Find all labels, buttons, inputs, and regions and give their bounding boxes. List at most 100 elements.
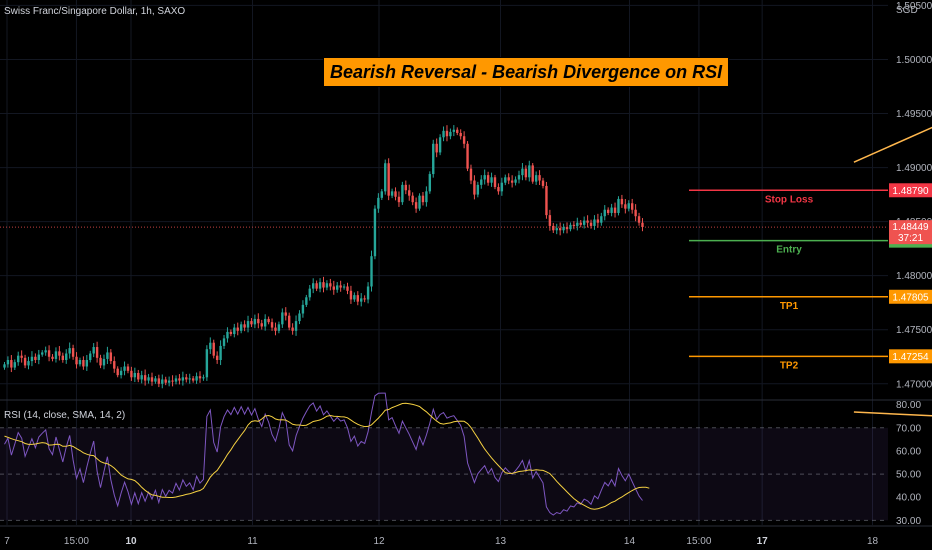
candle <box>133 367 137 383</box>
candle-body <box>534 175 538 182</box>
candle-body <box>215 355 219 360</box>
candle <box>123 361 126 376</box>
candle-body <box>483 175 486 180</box>
candle <box>143 369 147 386</box>
candle <box>3 361 6 370</box>
candle-body <box>71 348 75 357</box>
price-tick-label: 1.49500 <box>896 109 932 120</box>
candle-body <box>634 209 637 217</box>
rsi-axis[interactable]: 80.00 70.00 60.00 50.00 40.00 30.00 <box>896 400 921 527</box>
candle-body <box>469 168 473 181</box>
candle-body <box>408 190 411 196</box>
candle <box>178 374 181 385</box>
candle <box>356 291 359 306</box>
candle <box>569 222 572 232</box>
price-tag <box>889 349 932 364</box>
candle <box>308 284 311 301</box>
candle <box>140 370 143 384</box>
candle <box>137 369 140 383</box>
candle <box>452 125 456 137</box>
candle-body <box>154 378 157 382</box>
candle-body <box>106 352 109 359</box>
candle-body <box>545 185 548 216</box>
candle <box>593 215 596 230</box>
candle-body <box>438 137 442 153</box>
candle-body <box>353 295 356 300</box>
candle <box>147 373 150 384</box>
candle-body <box>6 360 10 365</box>
candle <box>442 126 445 142</box>
candle-body <box>195 376 198 381</box>
candle <box>305 294 308 308</box>
candle-body <box>157 378 161 384</box>
candle <box>116 366 119 378</box>
candle-body <box>233 327 236 335</box>
candle-body <box>298 313 301 322</box>
candle-body <box>336 285 339 290</box>
symbol-title[interactable]: Swiss Franc/Singapore Dollar, 1h, SAXO <box>4 6 185 17</box>
candle-body <box>315 283 318 289</box>
level-label: Entry <box>776 245 802 256</box>
time-tick-label: 15:00 <box>64 536 89 547</box>
candle-body <box>411 195 414 203</box>
candle-body <box>339 285 342 288</box>
candle-body <box>449 131 452 137</box>
candle-body <box>212 342 215 356</box>
candle <box>212 339 215 359</box>
candle-body <box>414 202 418 209</box>
rsi-title[interactable]: RSI (14, close, SMA, 14, 2) <box>4 410 125 421</box>
candle <box>342 284 346 290</box>
candle-body <box>171 380 174 382</box>
price-trendline <box>853 126 932 163</box>
candle-body <box>27 361 30 366</box>
candle <box>565 222 569 234</box>
candle <box>586 215 589 228</box>
rsi-line <box>4 392 643 516</box>
candle-body <box>349 290 353 300</box>
candle <box>507 173 510 185</box>
candle-body <box>95 347 99 358</box>
candle-body <box>85 360 89 367</box>
candle-body <box>613 207 617 213</box>
candle-body <box>222 338 226 346</box>
candle <box>469 164 473 185</box>
candle <box>294 315 298 336</box>
candle-body <box>486 175 490 183</box>
candle-body <box>301 304 305 314</box>
candle-body <box>113 361 116 369</box>
candle-body <box>102 358 106 366</box>
candle <box>47 345 51 362</box>
candle <box>336 282 339 293</box>
candle <box>284 307 287 321</box>
candle-body <box>147 377 150 381</box>
candle <box>428 171 432 194</box>
candle-body <box>480 179 483 185</box>
candle-body <box>593 219 596 226</box>
candle-body <box>384 163 387 192</box>
candle-body <box>267 318 270 323</box>
candle <box>517 170 521 184</box>
candle <box>349 285 353 304</box>
candle <box>534 171 538 185</box>
candle-body <box>202 377 205 379</box>
candle <box>620 194 624 208</box>
candle <box>480 175 483 189</box>
candle <box>524 165 528 181</box>
candle <box>157 374 161 388</box>
candle <box>312 278 315 294</box>
candle <box>233 323 236 338</box>
candle-body <box>130 370 133 378</box>
candle-body <box>308 288 311 298</box>
candle <box>287 312 291 331</box>
candle-body <box>92 347 95 354</box>
candle-body <box>41 352 44 355</box>
candle <box>205 345 209 381</box>
candle-body <box>287 315 291 328</box>
candle-body <box>562 227 565 231</box>
candle-body <box>167 380 171 383</box>
candle <box>521 163 524 181</box>
time-tick-label: 13 <box>495 536 507 547</box>
trade-levels: Stop Loss Entry TP1 TP2 <box>0 189 888 371</box>
candle-body <box>452 129 456 132</box>
